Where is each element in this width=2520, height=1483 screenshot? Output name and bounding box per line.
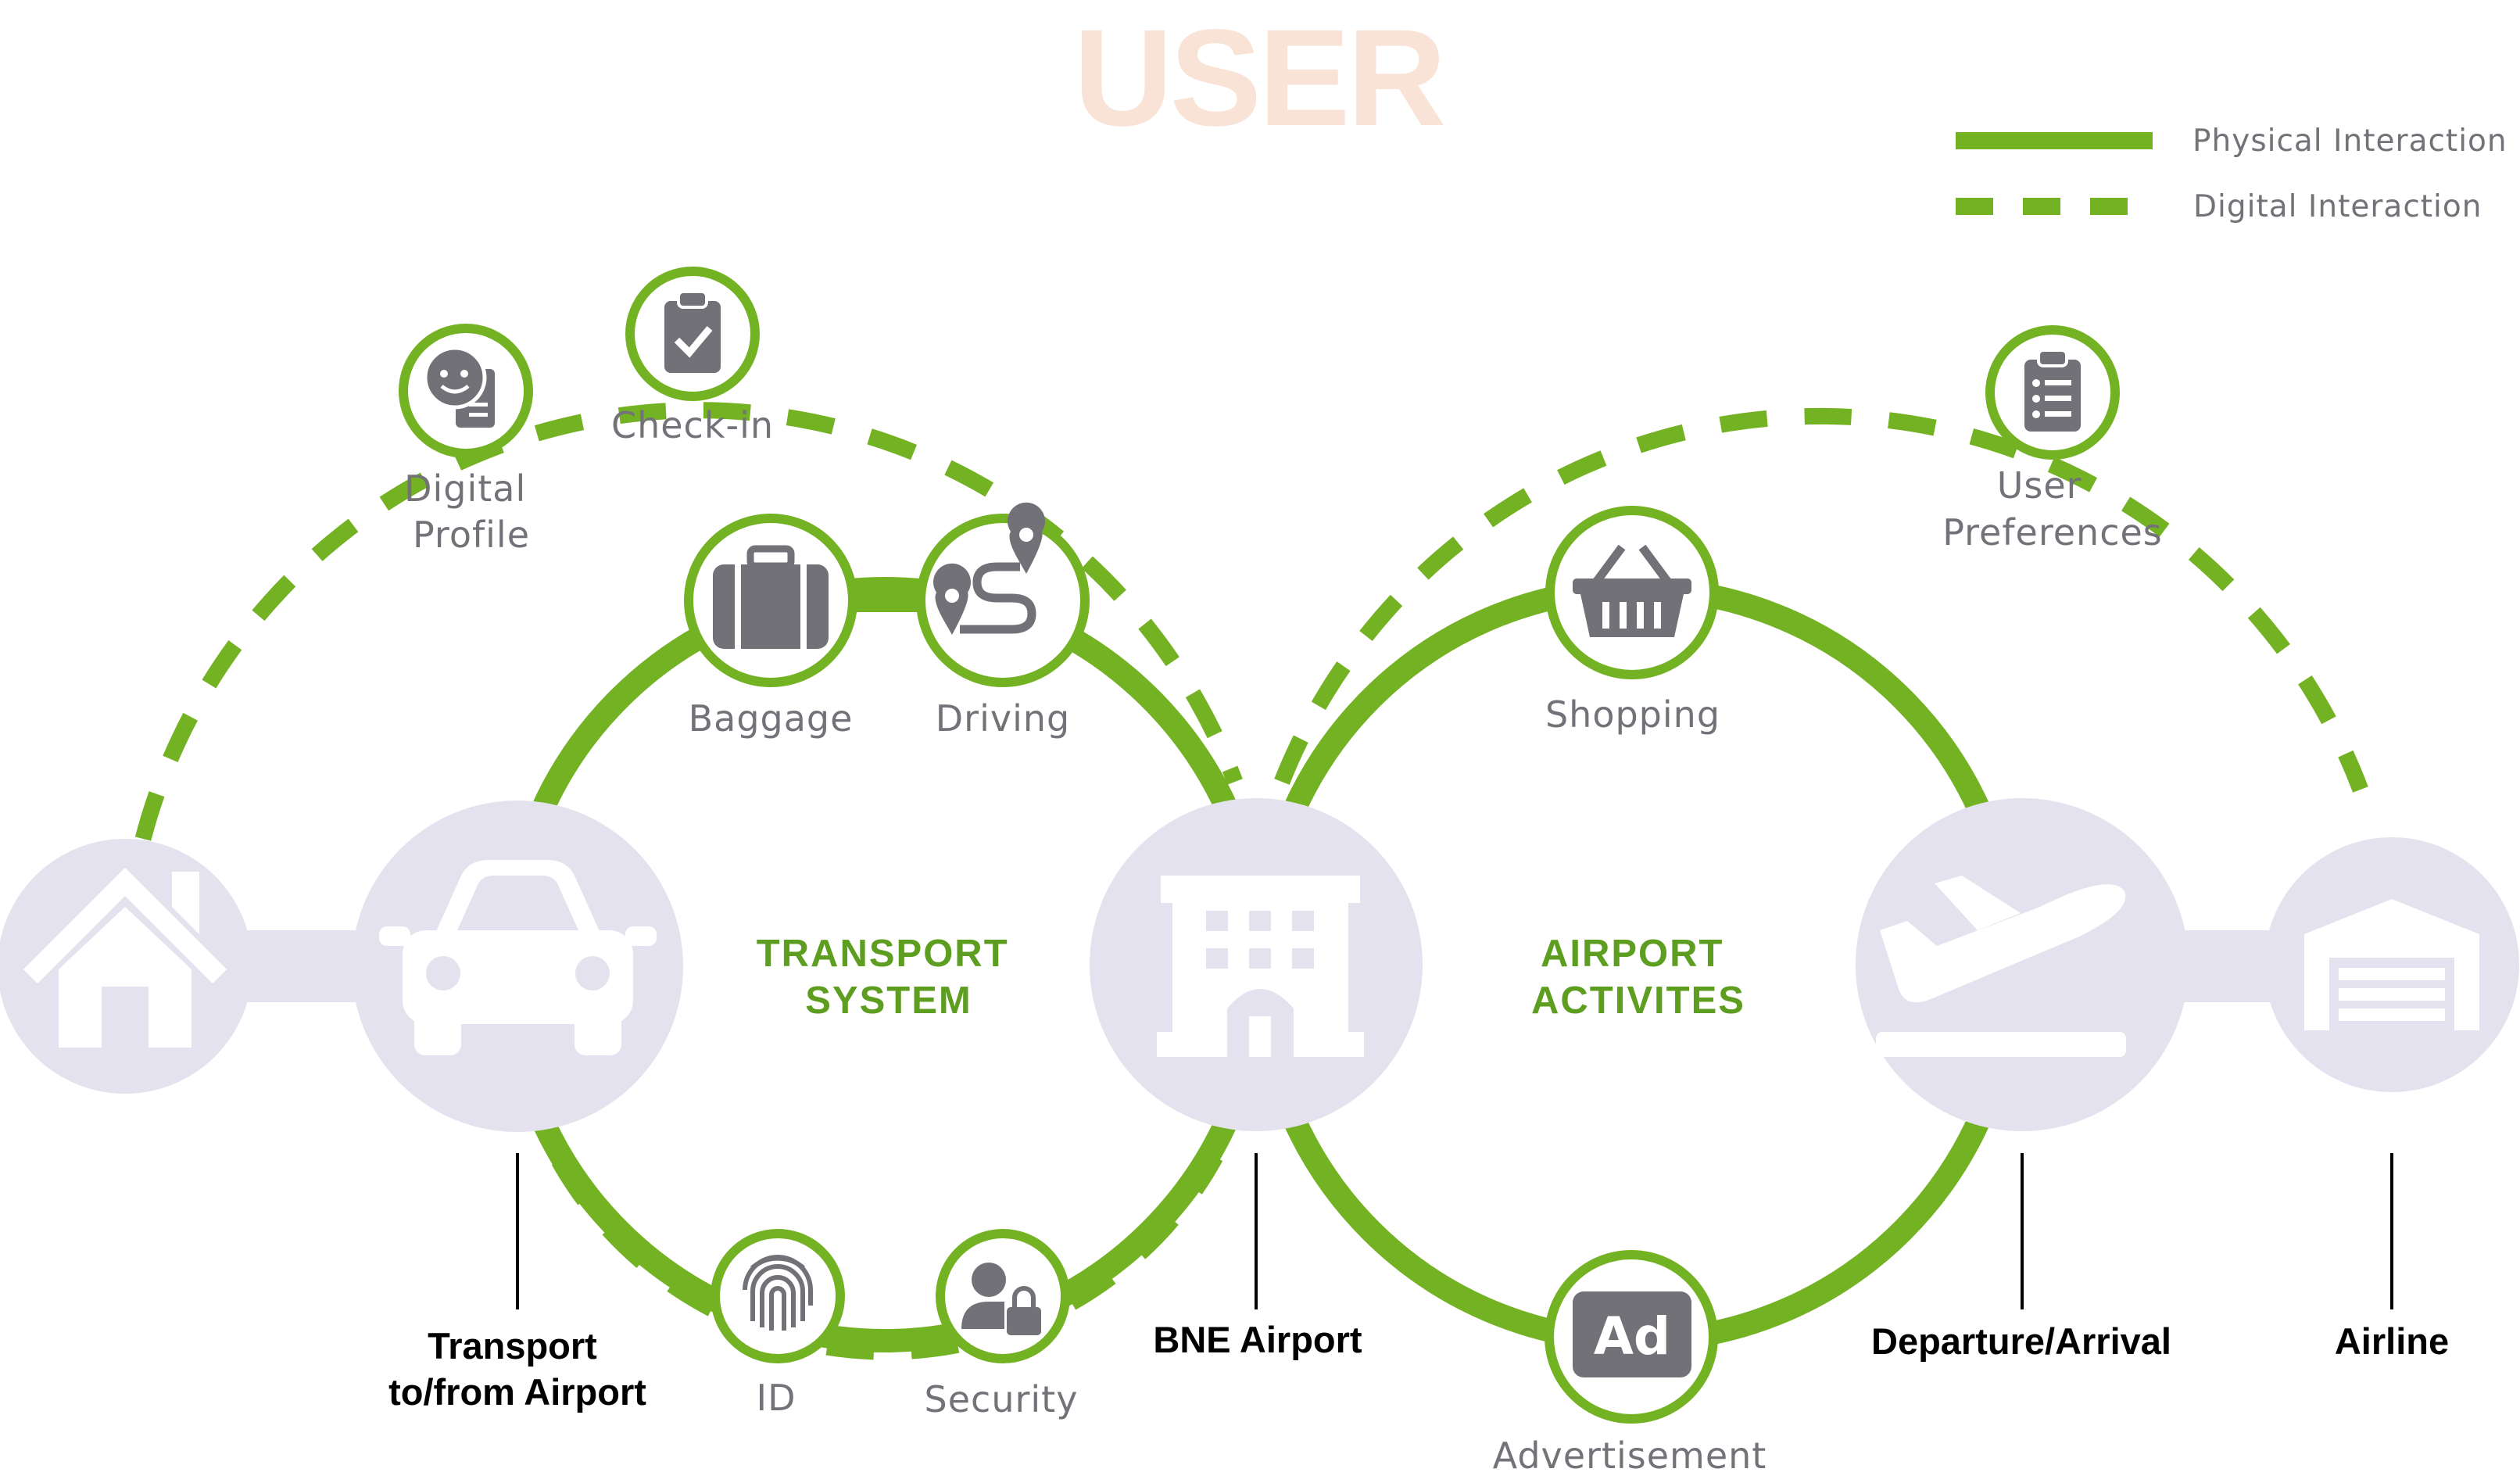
house-icon [23, 868, 227, 1048]
basket-icon [1573, 544, 1691, 637]
digital-arc-right [1274, 407, 2368, 793]
hub-label-transport: TRANSPORT SYSTEM [757, 933, 1022, 1022]
car-node-label: Transport to/from Airport [388, 1325, 646, 1413]
legend: Physical Interaction Digital Interaction [1956, 124, 2507, 224]
checkin-label: Check-in [611, 404, 774, 446]
ad-icon: Ad [1573, 1291, 1691, 1377]
route-icon [933, 502, 1045, 635]
user-lock-icon [961, 1263, 1041, 1335]
id-badge [711, 1229, 845, 1363]
hangar-icon [2304, 899, 2479, 1030]
clipboard-list-icon [2024, 349, 2081, 432]
svg-text:Ad: Ad [1594, 1306, 1670, 1367]
building-icon [1157, 876, 1364, 1057]
airport-node-label: BNE Airport [1153, 1319, 1362, 1360]
baggage-badge [684, 514, 857, 687]
car-node [352, 801, 683, 1132]
airport-node [1090, 798, 1423, 1131]
driving-badge [916, 502, 1090, 687]
airline-node [2264, 837, 2519, 1092]
suitcase-icon [713, 545, 829, 649]
legend-digital-label: Digital Interaction [2193, 189, 2482, 224]
user-preferences-label: User Preferences [1942, 464, 2163, 553]
airline-node-label: Airline [2335, 1320, 2449, 1362]
driving-label: Driving [936, 697, 1070, 740]
shopping-badge [1545, 506, 1719, 679]
clipboard-check-icon [664, 290, 721, 373]
plane-node-label: Departure/Arrival [1871, 1320, 2171, 1362]
advertisement-badge: Ad [1545, 1250, 1718, 1424]
diagram-title: USER [1074, 2, 1444, 155]
advertisement-label: Advertisement [1493, 1435, 1767, 1477]
hub-label-airport: AIRPORT ACTIVITES [1531, 933, 1745, 1022]
shopping-label: Shopping [1545, 693, 1720, 736]
plane-node [1856, 798, 2189, 1131]
digital-profile-badge [399, 324, 533, 458]
baggage-label: Baggage [689, 697, 854, 740]
digital-arc-left [134, 402, 1243, 841]
legend-physical-label: Physical Interaction [2192, 124, 2507, 159]
fingerprint-icon [743, 1255, 813, 1331]
digital-profile-label: Digital Profile [404, 467, 539, 556]
home-node [0, 839, 252, 1094]
security-badge [936, 1229, 1070, 1363]
user-preferences-badge [1985, 325, 2120, 460]
checkin-badge [625, 267, 760, 401]
security-label: Security [925, 1378, 1079, 1420]
digital-profile-icon [423, 346, 495, 428]
plane-departure-icon [1876, 876, 2126, 1057]
id-label: ID [757, 1377, 796, 1419]
